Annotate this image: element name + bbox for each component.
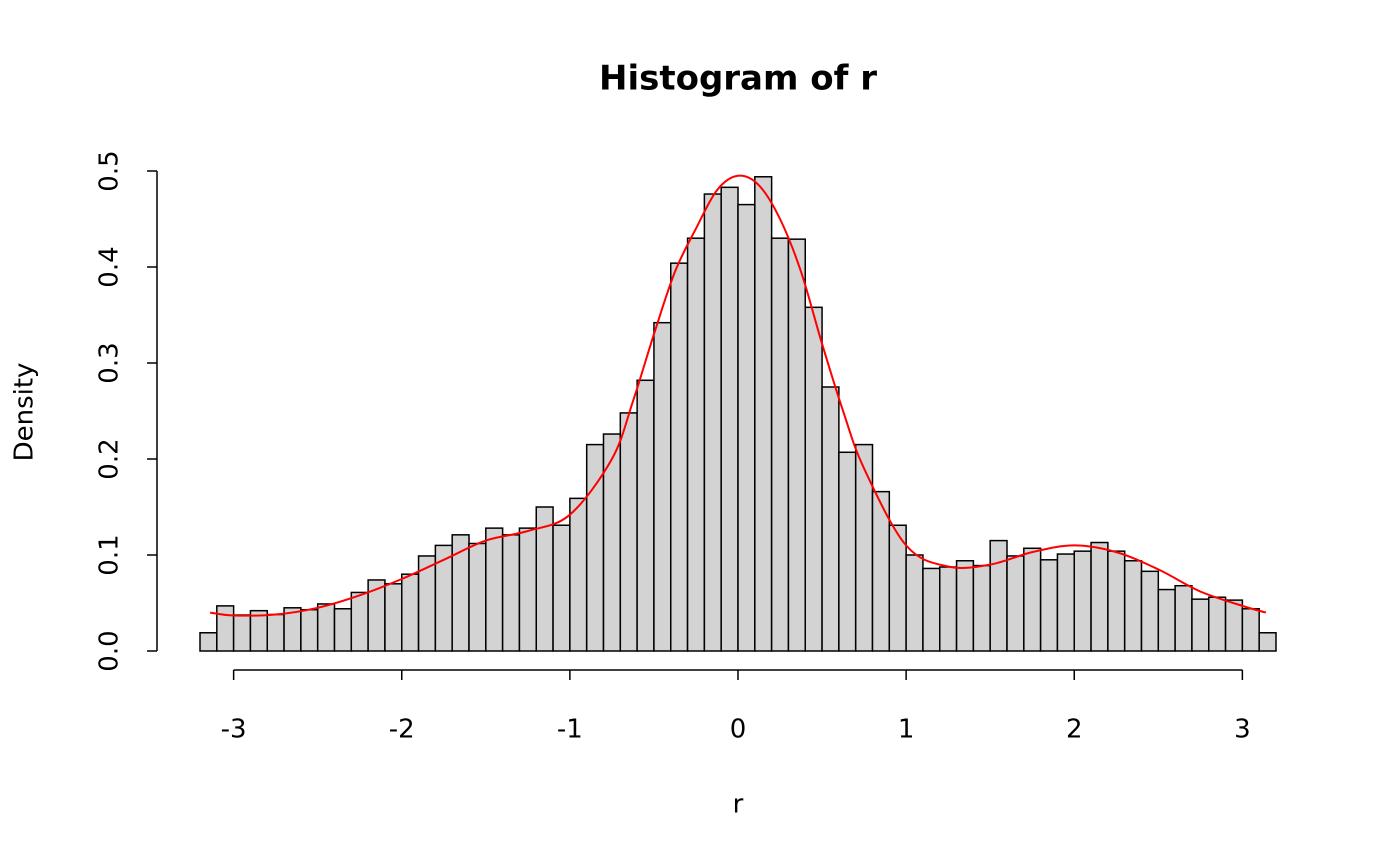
bar <box>1039 559 1059 652</box>
bar <box>266 613 285 652</box>
bar <box>922 567 941 652</box>
y-tick-label: 0.4 <box>95 246 125 287</box>
x-tick-label: 2 <box>1066 715 1083 745</box>
bar <box>300 608 319 652</box>
x-tick-label: -2 <box>389 715 415 745</box>
y-tick-label: 0.0 <box>95 630 125 671</box>
x-tick-label: 1 <box>898 715 915 745</box>
bar <box>636 379 655 652</box>
bar <box>316 603 336 652</box>
bar <box>1157 588 1176 652</box>
bar <box>501 534 521 652</box>
x-tick-label: 3 <box>1234 715 1251 745</box>
y-tick-label: 0.5 <box>95 150 125 191</box>
bar <box>619 412 638 652</box>
bar <box>754 176 773 652</box>
bar <box>804 306 823 652</box>
bar <box>485 527 504 652</box>
bar <box>854 443 874 652</box>
bar <box>972 564 991 652</box>
bar <box>1224 599 1244 652</box>
bar <box>989 539 1008 652</box>
bar <box>821 386 840 652</box>
bar <box>686 237 706 652</box>
x-tick-label: 0 <box>730 715 747 745</box>
bar <box>1090 541 1109 652</box>
bar <box>838 451 857 652</box>
bar <box>787 238 806 652</box>
bar <box>1107 550 1126 652</box>
bar <box>770 237 790 652</box>
bar <box>737 203 756 652</box>
bar <box>888 524 907 652</box>
bar <box>569 497 588 652</box>
bar <box>216 605 235 652</box>
bar <box>670 262 689 652</box>
x-tick-label: -1 <box>557 715 583 745</box>
y-axis-label: Density <box>10 363 40 462</box>
bar <box>1056 553 1075 652</box>
bar <box>1123 560 1143 652</box>
y-tick-label: 0.3 <box>95 342 125 383</box>
bar <box>249 609 268 652</box>
bar <box>1023 547 1042 652</box>
bar <box>468 542 487 652</box>
bar <box>1191 598 1210 652</box>
bar <box>703 193 722 652</box>
x-tick-label: -3 <box>221 715 247 745</box>
bar <box>653 321 672 652</box>
bar <box>1241 608 1260 652</box>
bar <box>518 527 537 652</box>
bar <box>720 186 739 652</box>
bar <box>602 433 622 652</box>
bar <box>552 524 571 652</box>
bar <box>955 560 975 652</box>
bar <box>1073 550 1092 652</box>
bar <box>232 614 252 652</box>
bar <box>434 544 453 652</box>
y-tick-label: 0.1 <box>95 534 125 575</box>
bar <box>1006 555 1025 652</box>
bar <box>1174 584 1193 652</box>
bar <box>401 573 420 652</box>
bar <box>350 591 369 652</box>
chart-title: Histogram of r <box>599 59 877 99</box>
bar <box>199 632 218 652</box>
bar <box>1208 596 1227 652</box>
x-axis-label: r <box>733 790 744 820</box>
bar <box>384 583 403 652</box>
density-curve <box>209 174 1267 617</box>
bar <box>939 566 958 652</box>
y-tick-label: 0.2 <box>95 438 125 479</box>
bar <box>905 554 924 652</box>
bar <box>1258 632 1277 652</box>
bar <box>1140 570 1160 652</box>
bar <box>333 608 353 652</box>
